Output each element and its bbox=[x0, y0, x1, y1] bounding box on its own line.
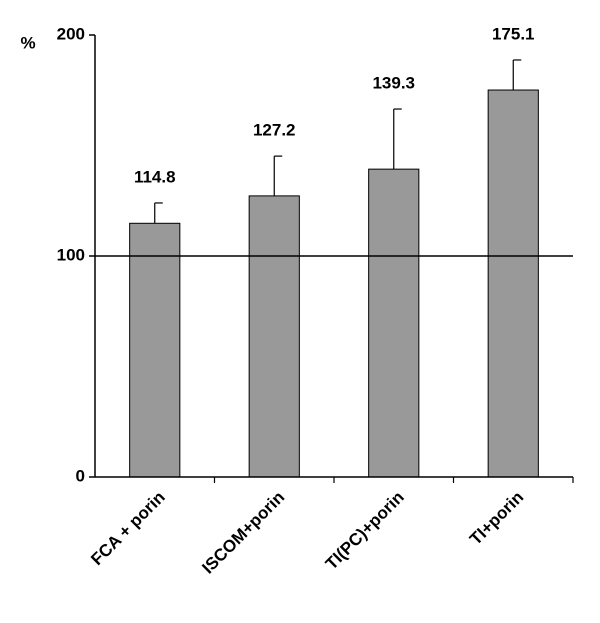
x-tick-label: TI(PC)+porin bbox=[322, 488, 408, 574]
x-tick-label: TI+porin bbox=[466, 488, 527, 549]
x-tick-label: ISCOM+porin bbox=[198, 488, 288, 578]
y-tick-label: 200 bbox=[57, 24, 85, 43]
bar bbox=[368, 168, 420, 478]
y-axis-label: % bbox=[20, 33, 35, 52]
value-label: 127.2 bbox=[253, 121, 296, 140]
bar bbox=[487, 89, 539, 478]
y-tick-label: 0 bbox=[76, 466, 85, 485]
x-tick-label: FCA + porin bbox=[87, 488, 168, 569]
y-tick-label: 100 bbox=[57, 245, 85, 264]
bar bbox=[129, 222, 181, 478]
value-label: 114.8 bbox=[134, 167, 176, 186]
value-label: 139.3 bbox=[372, 74, 415, 93]
value-label: 175.1 bbox=[492, 24, 535, 43]
bar bbox=[248, 195, 300, 478]
